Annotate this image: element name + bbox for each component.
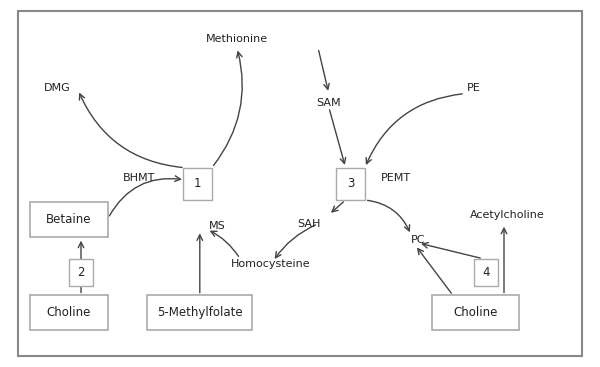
FancyBboxPatch shape: [147, 295, 252, 330]
Text: 1: 1: [194, 177, 201, 190]
Text: 4: 4: [482, 266, 490, 279]
Text: PC: PC: [411, 235, 425, 246]
Text: 3: 3: [347, 177, 354, 190]
FancyBboxPatch shape: [18, 11, 582, 356]
FancyBboxPatch shape: [30, 202, 108, 237]
Text: SAM: SAM: [316, 98, 341, 108]
FancyBboxPatch shape: [30, 295, 108, 330]
FancyBboxPatch shape: [336, 168, 365, 200]
Text: Homocysteine: Homocysteine: [231, 259, 311, 269]
Text: SAH: SAH: [298, 219, 321, 229]
FancyBboxPatch shape: [69, 259, 93, 286]
FancyBboxPatch shape: [183, 168, 212, 200]
Text: Acetylcholine: Acetylcholine: [470, 210, 544, 220]
Text: BHMT: BHMT: [122, 173, 155, 183]
Text: Choline: Choline: [454, 306, 497, 319]
Text: PE: PE: [467, 83, 481, 93]
FancyBboxPatch shape: [474, 259, 498, 286]
Text: Betaine: Betaine: [46, 213, 92, 226]
Text: 2: 2: [77, 266, 85, 279]
FancyBboxPatch shape: [432, 295, 519, 330]
Text: MS: MS: [209, 221, 226, 231]
Text: DMG: DMG: [44, 83, 70, 93]
Text: PEMT: PEMT: [381, 173, 411, 183]
Text: 5-Methylfolate: 5-Methylfolate: [157, 306, 242, 319]
Text: Methionine: Methionine: [206, 33, 268, 44]
Text: Choline: Choline: [47, 306, 91, 319]
